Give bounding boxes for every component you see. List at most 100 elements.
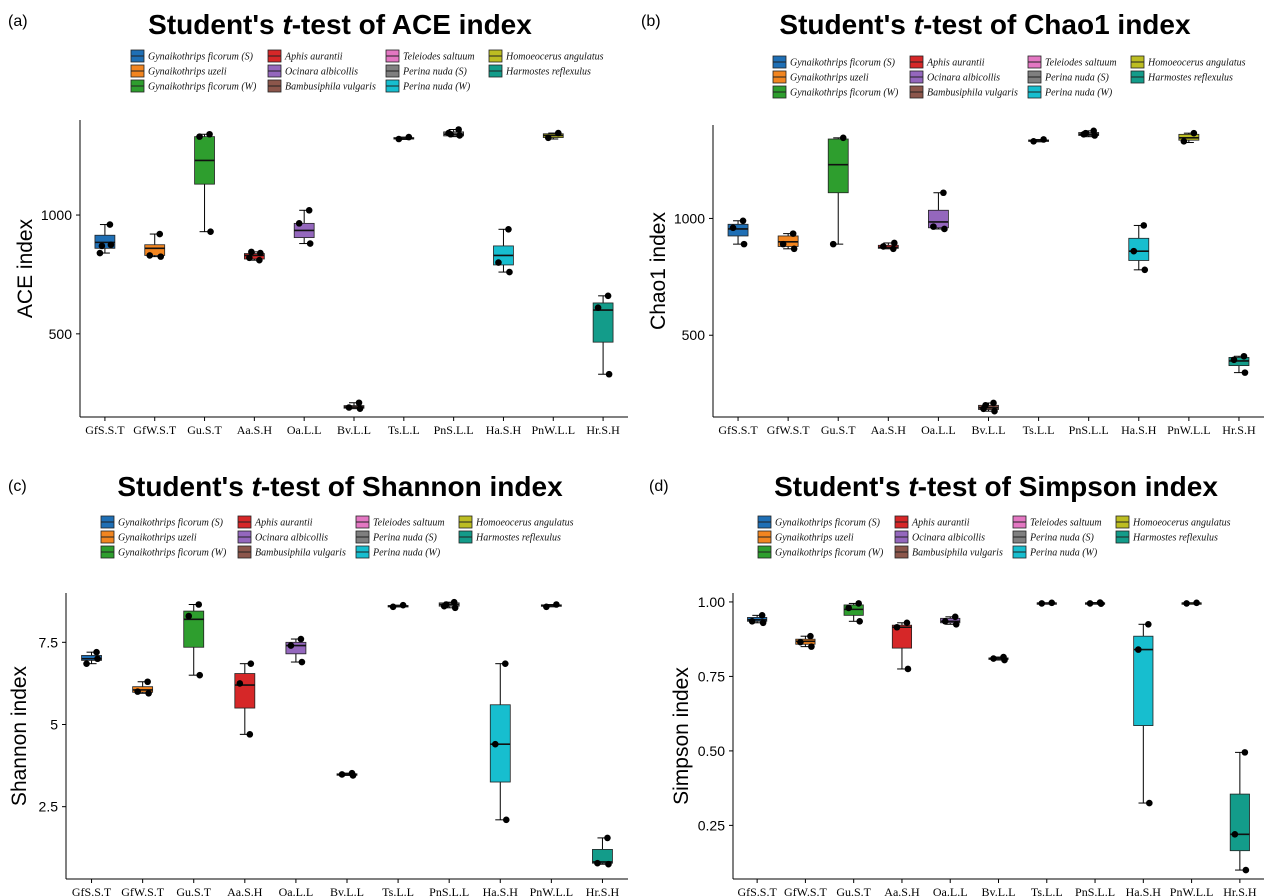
legend-item: Ocinara albicollis: [267, 64, 358, 78]
box-Oa.L.L: [293, 206, 315, 247]
data-point: [930, 223, 937, 230]
data-point: [1231, 831, 1239, 838]
x-tick-label: Bv.L.L: [982, 885, 1016, 896]
data-point: [990, 655, 997, 662]
legend-label: Gynaikothrips ficorum (W): [118, 548, 227, 559]
data-point: [1130, 247, 1138, 255]
data-point: [196, 133, 203, 140]
panel-c: (c) Student's t-test of Shannon index Gyna…: [8, 471, 628, 896]
legend-item: Gynaikothrips uzeli: [772, 70, 869, 84]
data-point: [543, 603, 550, 611]
data-point: [903, 619, 911, 627]
legend-item: Ocinara albicollis: [237, 530, 328, 544]
data-point: [758, 612, 766, 619]
data-point: [891, 239, 898, 247]
data-point: [759, 619, 767, 627]
chart-title: Student's t-test of Shannon index: [117, 471, 563, 502]
data-point: [544, 134, 552, 142]
legend-label: Gynaikothrips ficorum (W): [148, 82, 257, 93]
x-tick-label: PnS.L.L: [1075, 885, 1115, 896]
box-Ts.L.L: [387, 601, 409, 611]
legend-label: Harmostes reflexulus: [1147, 73, 1233, 84]
data-point: [839, 134, 847, 142]
data-point: [338, 771, 346, 778]
data-point: [236, 680, 244, 687]
legend-label: Harmostes reflexulus: [505, 67, 591, 78]
legend-label: Aphis aurantii: [284, 52, 343, 63]
box-Bv.L.L: [988, 653, 1009, 664]
data-point: [256, 256, 263, 264]
legend-label: Teleiodes saltuum: [403, 52, 475, 63]
box-Gu.S.T: [183, 601, 205, 679]
box-PnS.L.L: [1078, 127, 1100, 139]
title-part: -test of ACE index: [292, 9, 533, 40]
data-point: [1048, 599, 1056, 607]
box-body: [285, 641, 307, 655]
data-point: [157, 253, 165, 260]
legend-item: Harmostes reflexulus: [1130, 70, 1233, 84]
legend-label: Aphis aurantii: [911, 518, 970, 529]
legend-item: Perina nuda (S): [385, 64, 468, 78]
x-tick-label: Hr.S.H: [1222, 423, 1256, 437]
legend-label: Teleiodes saltuum: [1045, 58, 1117, 69]
legend: Gynaikothrips ficorum (S) Gynaikothrips u…: [757, 515, 1231, 559]
panel-a: (a) Student's t-test of ACE index Gynaikot…: [8, 9, 628, 437]
data-point: [106, 221, 114, 228]
box-Oa.L.L: [940, 613, 961, 628]
data-point: [107, 241, 115, 249]
legend-item: Teleiodes saltuum: [1012, 515, 1102, 529]
x-tick-label: GfW.S.T: [784, 885, 828, 896]
box-PnS.L.L: [443, 126, 465, 139]
x-tick-label: Gu.S.T: [187, 423, 222, 437]
box-Hr.S.H: [592, 292, 614, 378]
data-point: [594, 304, 602, 312]
x-tick-label: Bv.L.L: [330, 885, 364, 896]
data-point: [1241, 369, 1249, 376]
legend-label: Homoeocerus angulatus: [475, 518, 574, 529]
box-PnS.L.L: [438, 598, 460, 612]
x-tick-label: Hr.S.H: [1223, 885, 1257, 896]
title-italic: t: [252, 471, 263, 502]
x-tick-label: Ha.S.H: [1126, 885, 1162, 896]
box-Oa.L.L: [285, 635, 307, 666]
legend-item: Gynaikothrips ficorum (W): [772, 85, 899, 99]
legend-label: Gynaikothrips uzeli: [790, 73, 869, 84]
title-part: Student's: [117, 471, 251, 502]
x-tick-label: PnS.L.L: [429, 885, 469, 896]
data-point: [447, 130, 454, 138]
box-Bv.L.L: [978, 399, 999, 415]
y-tick-label: 5: [50, 716, 58, 732]
data-point: [1040, 136, 1047, 143]
legend-label: Perina nuda (S): [1044, 73, 1110, 84]
legend-item: Perina nuda (S): [1027, 70, 1110, 84]
legend-item: Perina nuda (W): [1012, 545, 1098, 559]
x-tick-label: Ts.L.L: [388, 423, 420, 437]
box-body: [81, 655, 102, 661]
y-tick-label: 2.5: [39, 799, 59, 815]
legend-label: Gynaikothrips uzeli: [118, 533, 197, 544]
data-point: [1230, 356, 1238, 364]
box-Aa.S.H: [891, 619, 913, 673]
x-tick-label: Hr.S.H: [586, 423, 620, 437]
data-point: [196, 671, 204, 679]
data-point: [880, 243, 887, 250]
legend-item: Gynaikothrips ficorum (S): [757, 515, 881, 529]
box-Hr.S.H: [1229, 749, 1250, 874]
box-Gu.S.T: [194, 130, 215, 235]
x-tick-label: Oa.L.L: [921, 423, 956, 437]
y-tick-label: 1000: [674, 210, 705, 226]
box-GfW.S.T: [777, 230, 799, 253]
x-tick-label: Gu.S.T: [176, 885, 211, 896]
data-point: [297, 635, 305, 643]
legend-item: Aphis aurantii: [237, 515, 313, 529]
legend-label: Perina nuda (W): [1044, 88, 1113, 99]
data-point: [982, 402, 989, 409]
x-tick-label: PnW.L.L: [1170, 885, 1214, 896]
legend-item: Gynaikothrips uzeli: [757, 530, 854, 544]
data-point: [455, 126, 462, 133]
panel-label: (d): [649, 478, 669, 495]
chart-title: Student's t-test of Simpson index: [774, 471, 1218, 502]
data-point: [605, 370, 613, 378]
data-point: [941, 618, 949, 625]
